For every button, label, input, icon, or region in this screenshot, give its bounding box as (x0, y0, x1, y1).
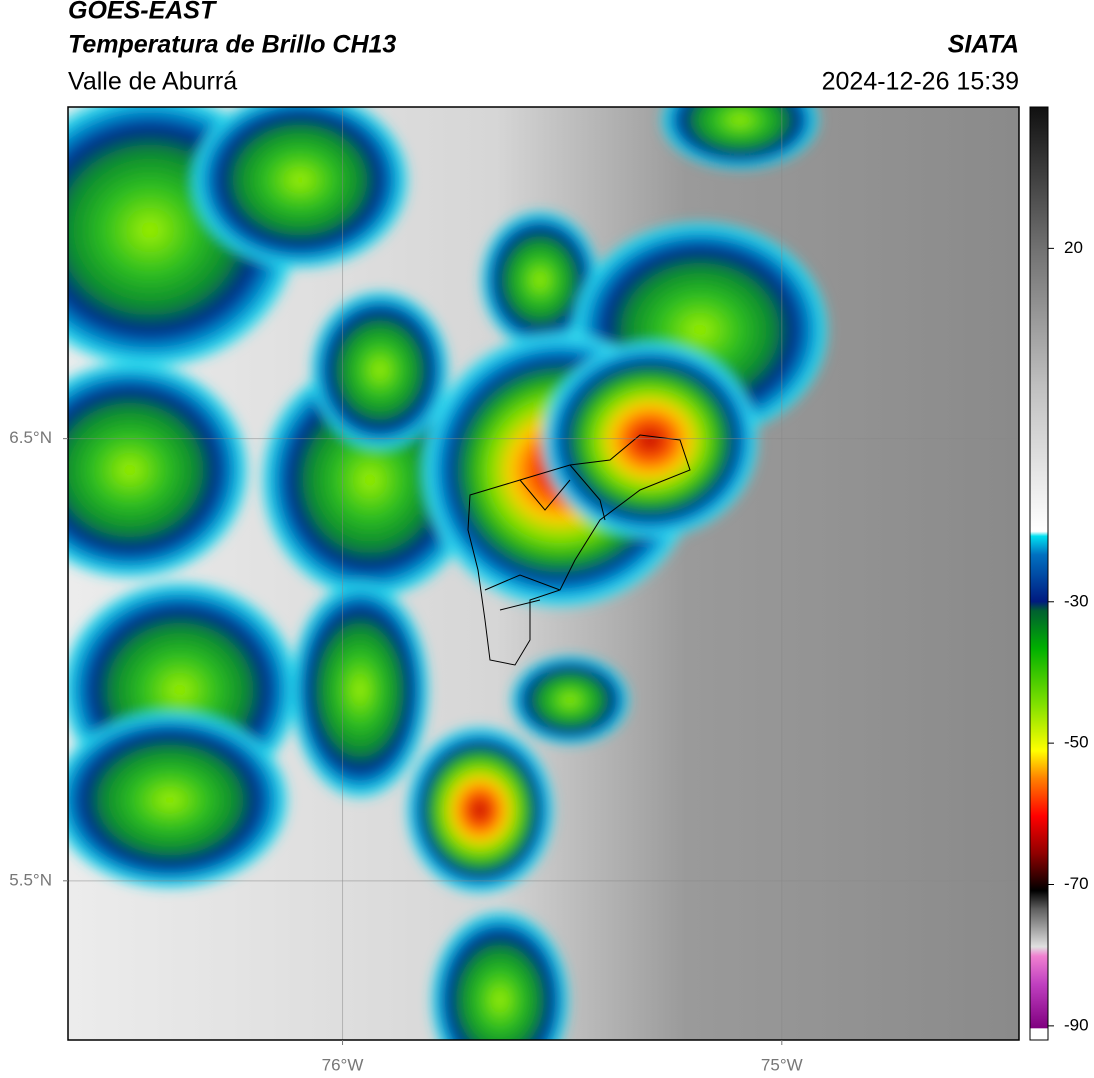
x-tick-label: 76°W (322, 1055, 364, 1074)
colorbar-tick-label: -30 (1064, 591, 1089, 610)
colorbar-tick-label: 20 (1064, 238, 1083, 257)
y-tick-label: 5.5°N (9, 870, 52, 889)
datetime: 2024-12-26 15:39 (822, 68, 1019, 96)
brand: SIATA (948, 31, 1019, 59)
colorbar-tick-label: -90 (1064, 1015, 1089, 1034)
product: Temperatura de Brillo CH13 (68, 31, 396, 59)
satellite-image (68, 107, 1019, 1040)
map-frame (67, 106, 1020, 1041)
colorbar-tick-label: -70 (1064, 874, 1089, 893)
x-tick-label: 75°W (761, 1055, 803, 1074)
colorbar (1029, 106, 1049, 1041)
colorbar-tick-label: -50 (1064, 733, 1089, 752)
y-tick-label: 6.5°N (9, 428, 52, 447)
region: Valle de Aburrá (68, 68, 237, 96)
satellite: GOES-EAST (68, 0, 218, 25)
